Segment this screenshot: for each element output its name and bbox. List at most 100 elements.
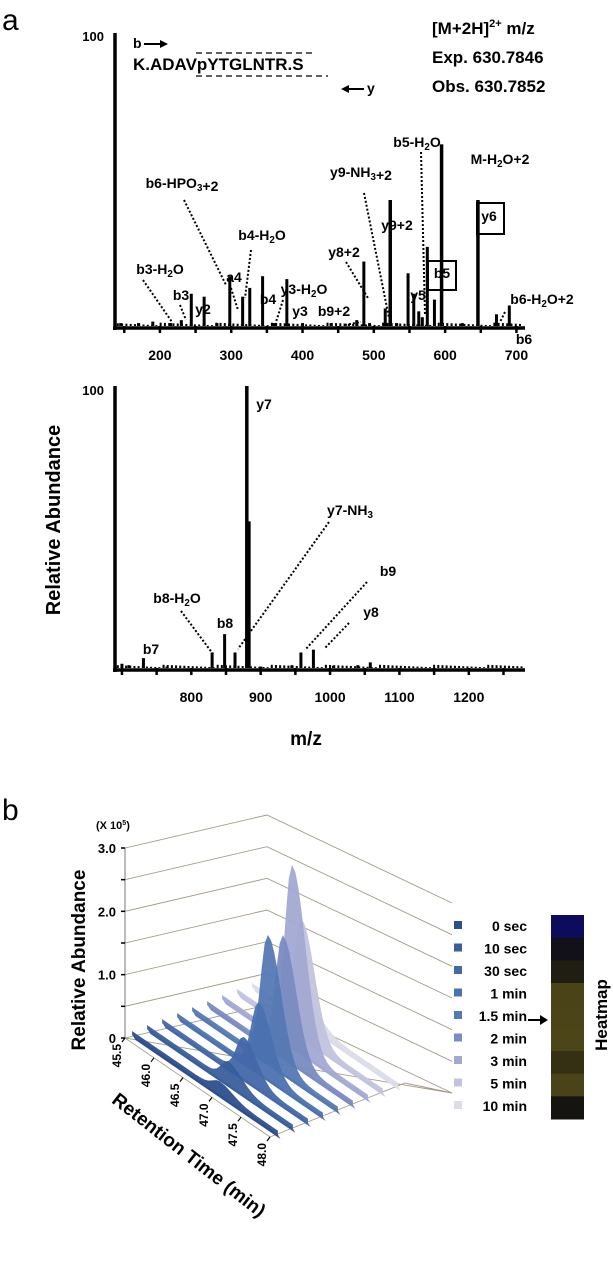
noise-peak <box>120 665 123 668</box>
noise-peak <box>304 666 307 668</box>
heatmap-cell <box>551 1073 584 1097</box>
noise-peak <box>312 666 315 668</box>
noise-peak <box>300 324 303 326</box>
floor <box>124 1037 453 1138</box>
noise-peak <box>279 323 282 326</box>
noise-peak <box>189 324 192 326</box>
noise-peak <box>229 665 232 668</box>
noise-peak <box>270 322 273 326</box>
noise-peak <box>514 323 517 326</box>
peak-b6-hpo3-2 <box>228 276 232 326</box>
heatmap-cell <box>551 983 584 1007</box>
noise-peak <box>279 665 282 668</box>
x-tick-label: 800 <box>180 689 204 705</box>
noise-peak <box>416 324 419 326</box>
legend-label-1-5-min: 1.5 min <box>479 1008 527 1024</box>
noise-peak <box>412 666 415 668</box>
noise-peak <box>520 666 523 668</box>
peak-label-b4: b4 <box>260 291 277 307</box>
peak <box>420 317 424 326</box>
x-tick <box>121 1037 126 1043</box>
noise-peak <box>491 665 494 668</box>
x-tick-label: 48.0 <box>255 1143 269 1167</box>
noise-peak <box>387 665 390 668</box>
noise-peak <box>379 664 382 668</box>
heatmap-cell <box>551 1096 584 1120</box>
peak-label-y8-leader <box>324 622 350 649</box>
noise-peak <box>145 666 148 668</box>
y-tick-label: 3.0 <box>98 841 116 856</box>
noise-peak <box>370 666 373 668</box>
noise-peak <box>233 665 236 668</box>
noise-peak <box>305 324 308 326</box>
peak-label-b9-2: b9+2 <box>318 303 351 319</box>
noise-peak <box>474 666 477 668</box>
peak-label-b9-2-leader <box>344 321 362 326</box>
noise-peak <box>228 323 231 326</box>
peak-label-y6-box <box>476 202 505 235</box>
peak-label-b3: b3 <box>173 287 190 303</box>
y-unit-label: (X 105) <box>96 820 130 832</box>
noise-peak <box>262 666 265 668</box>
peak-label-b5-box <box>427 260 457 291</box>
peak-label-b6-h2o-2-leader <box>499 311 506 323</box>
x-tick-label: 400 <box>291 347 315 363</box>
noise-peak <box>345 665 348 668</box>
noise-peak <box>308 666 311 668</box>
noise-peak <box>129 323 132 326</box>
peak-b8 <box>223 634 227 668</box>
noise-peak <box>204 666 207 668</box>
peak-label-b8: b8 <box>217 615 234 631</box>
legend-swatch-2-min <box>454 1033 462 1042</box>
y-top-label-lower: 100 <box>82 383 104 398</box>
noise-peak <box>322 325 325 326</box>
noise-peak <box>433 325 436 326</box>
y-top-label-upper: 100 <box>82 29 104 44</box>
x-tick-label: 47.5 <box>226 1123 240 1147</box>
noise-peak <box>287 665 290 668</box>
noise-peak <box>270 664 273 668</box>
noise-peak <box>358 666 361 668</box>
noise-peak <box>159 322 162 326</box>
noise-peak <box>287 323 290 326</box>
x-tick-label: 300 <box>220 347 244 363</box>
noise-peak <box>133 665 136 668</box>
noise-peak <box>445 665 448 668</box>
noise-peak <box>138 324 141 326</box>
noise-peak <box>258 324 261 326</box>
peak-b8-h2o <box>210 652 214 668</box>
noise-peak <box>403 665 406 668</box>
noise-peak <box>215 322 218 326</box>
peak-y7 <box>245 386 249 668</box>
noise-peak <box>407 323 410 326</box>
noise-peak <box>337 665 340 668</box>
y-axis-label-b: Relative Abundance <box>69 870 90 1051</box>
x-tick-label: 45.5 <box>110 1044 124 1068</box>
peak-b4-h2o <box>248 287 252 326</box>
noise-peak <box>296 323 299 326</box>
y-tick-label: 0 <box>109 1031 116 1046</box>
noise-peak <box>210 325 213 326</box>
noise-peak <box>224 665 227 668</box>
noise-peak <box>121 323 124 326</box>
noise-peak <box>212 667 215 668</box>
series-floor-0-sec <box>132 1035 281 1139</box>
noise-peak <box>133 324 136 326</box>
noise-peak <box>162 664 165 668</box>
noise-peak <box>377 325 380 326</box>
noise-peak <box>349 665 352 668</box>
noise-peak <box>253 324 256 326</box>
series-ribbon-3-min <box>222 864 368 1099</box>
noise-peak <box>374 667 377 668</box>
peak-b5-h2o <box>417 311 421 326</box>
b-ion-label: b <box>133 35 142 51</box>
noise-peak <box>420 666 423 668</box>
noise-peak <box>291 665 294 668</box>
noise-peak <box>142 324 145 326</box>
peak-y9-nh3-2 <box>383 308 387 326</box>
noise-peak <box>141 666 144 668</box>
x-tick <box>150 1057 155 1063</box>
peak <box>368 323 372 326</box>
noise-peak <box>193 324 196 326</box>
noise-peak <box>442 322 444 326</box>
